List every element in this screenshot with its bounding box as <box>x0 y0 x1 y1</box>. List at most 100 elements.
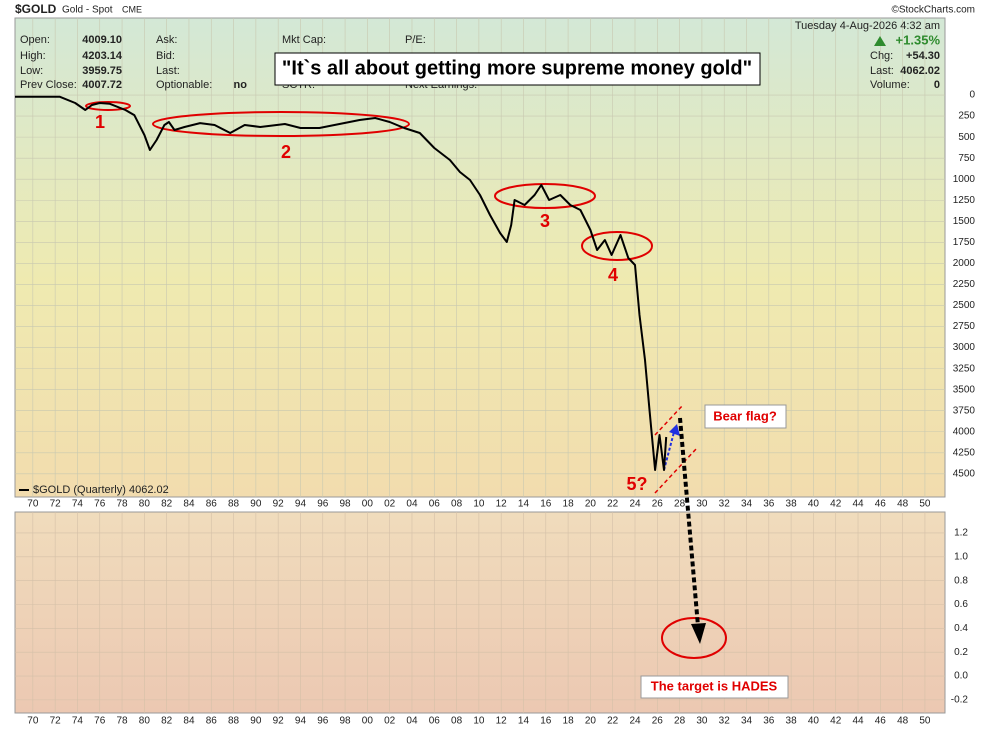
x-tick-label: 94 <box>295 716 307 727</box>
field-label: Last: <box>156 65 180 77</box>
x-tick-label: 20 <box>585 499 597 510</box>
target-arrow <box>678 417 700 627</box>
field-value: +54.30 <box>906 50 940 62</box>
x-tick-label: 48 <box>897 499 909 510</box>
field-label: P/E: <box>405 34 426 46</box>
x-tick-label: 12 <box>496 716 508 727</box>
x-tick-label: 90 <box>250 499 262 510</box>
price-line <box>15 95 668 471</box>
x-tick-label: 10 <box>473 716 485 727</box>
ellipses <box>85 101 727 659</box>
x-tick-label: 24 <box>629 499 641 510</box>
x-tick-label: 02 <box>384 716 396 727</box>
label: 4 <box>608 265 618 285</box>
x-tick-label: 42 <box>830 716 842 727</box>
x-tick-label: 28 <box>674 716 686 727</box>
x-tick-label: 22 <box>607 716 619 727</box>
x-tick-label: 46 <box>875 716 887 727</box>
blue-arrowhead <box>669 424 680 436</box>
y-tick-label: 0.4 <box>954 623 968 634</box>
x-tick-label: 06 <box>429 499 441 510</box>
x-tick-label: 46 <box>875 499 887 510</box>
y-tick-label: 4000 <box>953 426 976 437</box>
x-tick-label: 00 <box>362 716 374 727</box>
x-tick-label: 22 <box>607 499 619 510</box>
up-arrow <box>874 36 886 46</box>
x-tick-label: 40 <box>808 716 820 727</box>
label: 5? <box>626 474 647 494</box>
y-tick-label: 500 <box>958 132 975 143</box>
x-tick-label: 82 <box>161 499 173 510</box>
x-tick-label: 36 <box>763 716 775 727</box>
quote: "It`s all about getting more supreme mon… <box>282 57 752 79</box>
x-tick-label: 30 <box>696 716 708 727</box>
upper-panel <box>14 17 946 498</box>
x-tick-label: 04 <box>406 499 418 510</box>
x-tick-label: 08 <box>451 716 463 727</box>
y-tick-label: 2750 <box>953 321 976 332</box>
y-tick-label: 1500 <box>953 216 976 227</box>
x-tick-label: 82 <box>161 716 173 727</box>
x-tick-label: 80 <box>139 716 151 727</box>
x-tick-label: 78 <box>116 499 128 510</box>
target-box <box>640 675 789 699</box>
x-tick-label: 18 <box>563 499 575 510</box>
y-tick-label: 2500 <box>953 300 976 311</box>
y-tick-label: 4500 <box>953 468 976 479</box>
x-tick-label: 36 <box>763 499 775 510</box>
y-tick-label: 1.0 <box>954 551 968 562</box>
x-tick-label: 32 <box>719 716 731 727</box>
field-label: Ask: <box>156 34 177 46</box>
field-label: Low: <box>20 65 43 77</box>
x-tick-label: 94 <box>295 499 307 510</box>
y-tick-label: 0 <box>969 90 975 101</box>
field-label: Open: <box>20 34 50 46</box>
x-tick-label: 28 <box>674 499 686 510</box>
x-tick-label: 70 <box>27 499 39 510</box>
field-label: Last: <box>870 65 894 77</box>
x-tick-label: 70 <box>27 716 39 727</box>
x-tick-label: 74 <box>72 499 84 510</box>
x-tick-label: 06 <box>429 716 441 727</box>
y-tick-label: 0.0 <box>954 671 968 682</box>
y-tick-label: 1.2 <box>954 528 968 539</box>
x-tick-label: 50 <box>919 716 931 727</box>
x-tick-label: 92 <box>273 716 285 727</box>
x-tick-label: 32 <box>719 499 731 510</box>
x-tick-label: 96 <box>317 499 329 510</box>
x-tick-label: 76 <box>94 499 106 510</box>
field-label: Bid: <box>156 50 175 62</box>
field-value: 4203.14 <box>82 50 123 62</box>
bear-flag: Bear flag? <box>713 408 777 423</box>
x-tick-label: 48 <box>897 716 909 727</box>
y-tick-label: 3000 <box>953 342 976 353</box>
y-tick-label: 1750 <box>953 237 976 248</box>
y-tick-label: 2250 <box>953 279 976 290</box>
x-tick-label: 98 <box>340 716 352 727</box>
x-tick-label: 00 <box>362 499 374 510</box>
x-tick-label: 40 <box>808 499 820 510</box>
x-tick-label: 44 <box>852 716 864 727</box>
y-tick-label: 0.8 <box>954 575 968 586</box>
x-tick-label: 74 <box>72 716 84 727</box>
x-tick-label: 96 <box>317 716 329 727</box>
x-tick-label: 98 <box>340 499 352 510</box>
legend-entry: $GOLD (Quarterly) 4062.02 <box>33 484 169 496</box>
y-tick-label: 0.2 <box>954 647 968 658</box>
x-tick-label: 04 <box>406 716 418 727</box>
x-tick-label: 84 <box>183 499 195 510</box>
x-tick-label: 86 <box>206 499 218 510</box>
x-tick-label: 88 <box>228 499 240 510</box>
y-tick-label: 4250 <box>953 447 976 458</box>
x-tick-label: 34 <box>741 716 753 727</box>
date: Tuesday 4-Aug-2026 4:32 am <box>795 20 940 32</box>
x-tick-label: 72 <box>50 499 62 510</box>
field-label: Optionable: <box>156 79 212 91</box>
x-tick-label: 44 <box>852 499 864 510</box>
x-tick-label: 92 <box>273 499 285 510</box>
blue-arrow <box>663 431 675 471</box>
x-tick-label: 72 <box>50 716 62 727</box>
field-value: 4009.10 <box>82 34 122 46</box>
y-tick-label: 3500 <box>953 384 976 395</box>
x-tick-label: 02 <box>384 499 396 510</box>
